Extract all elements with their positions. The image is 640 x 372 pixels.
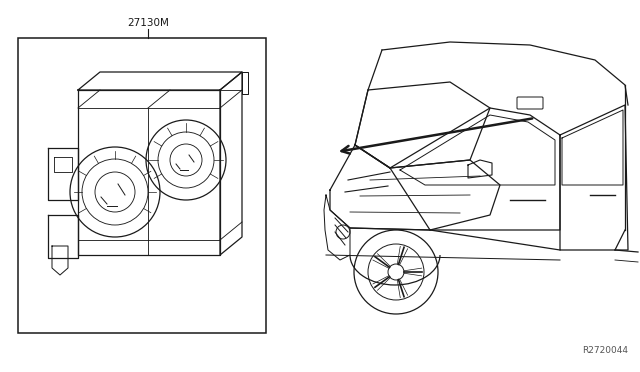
Bar: [18, 38, 266, 333]
Text: 27130M: 27130M: [127, 18, 169, 28]
Text: R2720044: R2720044: [582, 346, 628, 355]
FancyBboxPatch shape: [517, 97, 543, 109]
